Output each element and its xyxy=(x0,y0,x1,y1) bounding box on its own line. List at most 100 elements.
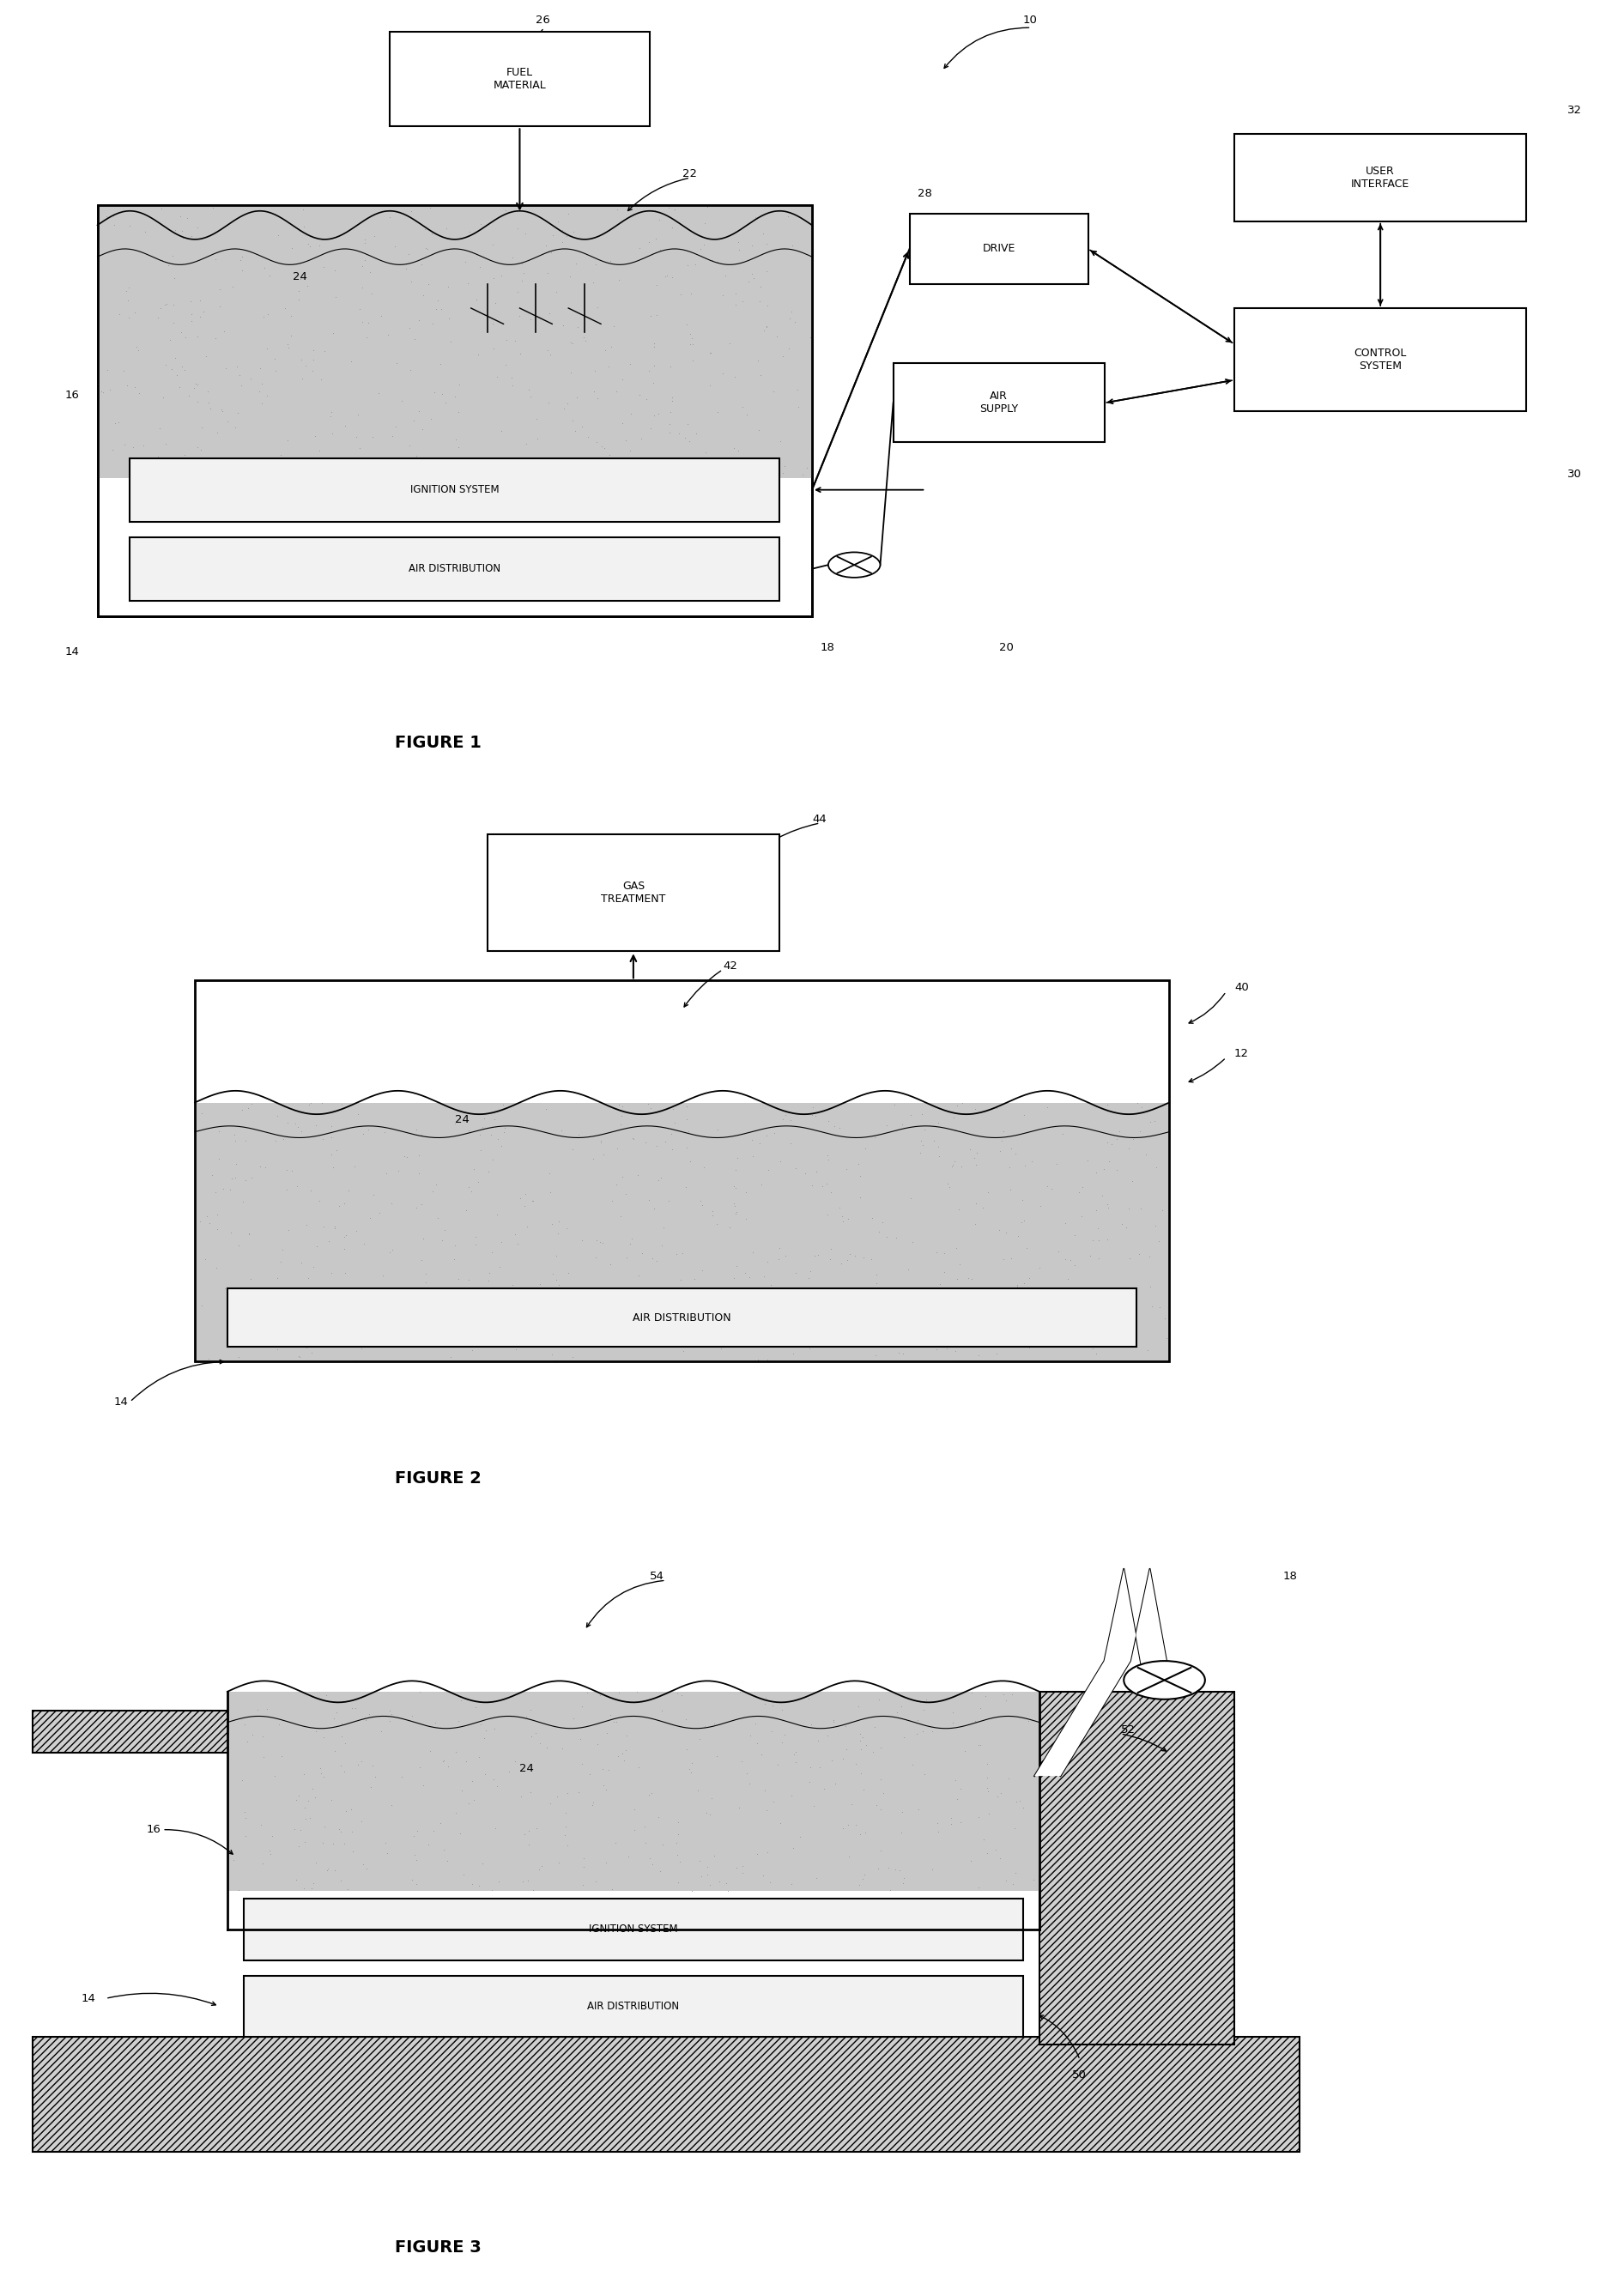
Point xyxy=(326,1189,352,1225)
Point xyxy=(911,1111,937,1147)
Point xyxy=(169,314,195,350)
Point xyxy=(659,259,685,295)
Point xyxy=(724,1850,750,1887)
Point xyxy=(987,1326,1013,1363)
Point xyxy=(300,1770,326,1807)
Text: CONTROL
SYSTEM: CONTROL SYSTEM xyxy=(1354,348,1406,371)
Bar xyxy=(195,1101,1169,1363)
Point xyxy=(851,1855,877,1892)
Point xyxy=(888,1814,914,1850)
Point xyxy=(679,1745,705,1782)
Point xyxy=(809,1168,835,1205)
Point xyxy=(322,1271,348,1308)
Point xyxy=(507,337,533,373)
Point xyxy=(274,1152,300,1189)
Point xyxy=(572,323,598,360)
Point xyxy=(754,252,780,289)
Point xyxy=(650,1692,676,1729)
Point xyxy=(398,353,424,389)
Point xyxy=(580,1784,606,1821)
Point xyxy=(693,1793,719,1830)
Point xyxy=(814,1166,840,1202)
Point xyxy=(942,1111,968,1147)
Point xyxy=(412,1255,438,1292)
Point xyxy=(632,1095,658,1131)
Point xyxy=(260,1818,286,1855)
Point xyxy=(188,410,214,447)
Point xyxy=(658,394,684,431)
Point xyxy=(349,268,375,305)
Point xyxy=(1062,1216,1088,1253)
Point xyxy=(359,1308,385,1344)
Point xyxy=(266,1706,292,1743)
Point xyxy=(617,433,643,469)
Point xyxy=(596,348,622,385)
Point xyxy=(799,1097,825,1134)
Point xyxy=(416,1310,442,1347)
Point xyxy=(203,321,229,357)
Point xyxy=(879,1296,905,1333)
Point xyxy=(721,431,747,467)
Point xyxy=(169,348,195,385)
Bar xyxy=(487,834,780,950)
Point xyxy=(963,1134,989,1170)
Point xyxy=(697,1795,723,1832)
Point xyxy=(400,1697,425,1734)
Point xyxy=(585,1727,611,1763)
Point xyxy=(948,1150,974,1186)
Point xyxy=(115,300,141,337)
Point xyxy=(554,1827,580,1864)
Point xyxy=(754,1243,780,1280)
Point xyxy=(299,1085,325,1122)
Point xyxy=(481,449,507,485)
Point xyxy=(536,385,562,421)
Point xyxy=(172,353,198,389)
FancyArrowPatch shape xyxy=(1189,994,1224,1024)
Point xyxy=(512,1189,538,1225)
Point xyxy=(333,408,359,444)
Point xyxy=(185,382,211,419)
Point xyxy=(310,1718,336,1754)
Point xyxy=(864,1264,890,1301)
Point xyxy=(404,1814,430,1850)
Point xyxy=(417,401,443,437)
Point xyxy=(1012,1097,1038,1134)
Text: DRIVE: DRIVE xyxy=(983,243,1015,254)
Point xyxy=(679,341,705,378)
Point xyxy=(674,1731,700,1768)
FancyArrowPatch shape xyxy=(586,1580,664,1628)
Point xyxy=(505,1225,531,1262)
Point xyxy=(471,1720,497,1756)
Point xyxy=(442,378,468,414)
Point xyxy=(841,1704,867,1740)
Point xyxy=(1095,1221,1121,1257)
Point xyxy=(1080,1223,1106,1260)
Point xyxy=(333,1255,359,1292)
Point xyxy=(658,348,684,385)
Point xyxy=(287,1287,313,1324)
Point xyxy=(460,1330,486,1367)
Point xyxy=(614,1239,640,1276)
Point xyxy=(724,224,750,261)
Point xyxy=(331,1230,357,1266)
Point xyxy=(676,247,702,284)
Point xyxy=(861,1326,887,1363)
Point xyxy=(913,1681,939,1718)
Point xyxy=(534,1314,560,1351)
Point xyxy=(646,202,672,238)
Point xyxy=(716,1209,742,1246)
Point xyxy=(687,231,713,268)
Point xyxy=(570,1221,596,1257)
Point xyxy=(99,431,125,467)
Point xyxy=(760,373,786,410)
Point xyxy=(523,401,549,437)
Point xyxy=(339,1814,365,1850)
Point xyxy=(780,227,806,263)
Point xyxy=(427,346,453,382)
Point xyxy=(279,229,305,266)
Point xyxy=(416,1825,442,1862)
Point xyxy=(456,1168,482,1205)
Point xyxy=(318,1136,344,1172)
Point xyxy=(190,293,216,330)
Point xyxy=(1015,1701,1041,1738)
